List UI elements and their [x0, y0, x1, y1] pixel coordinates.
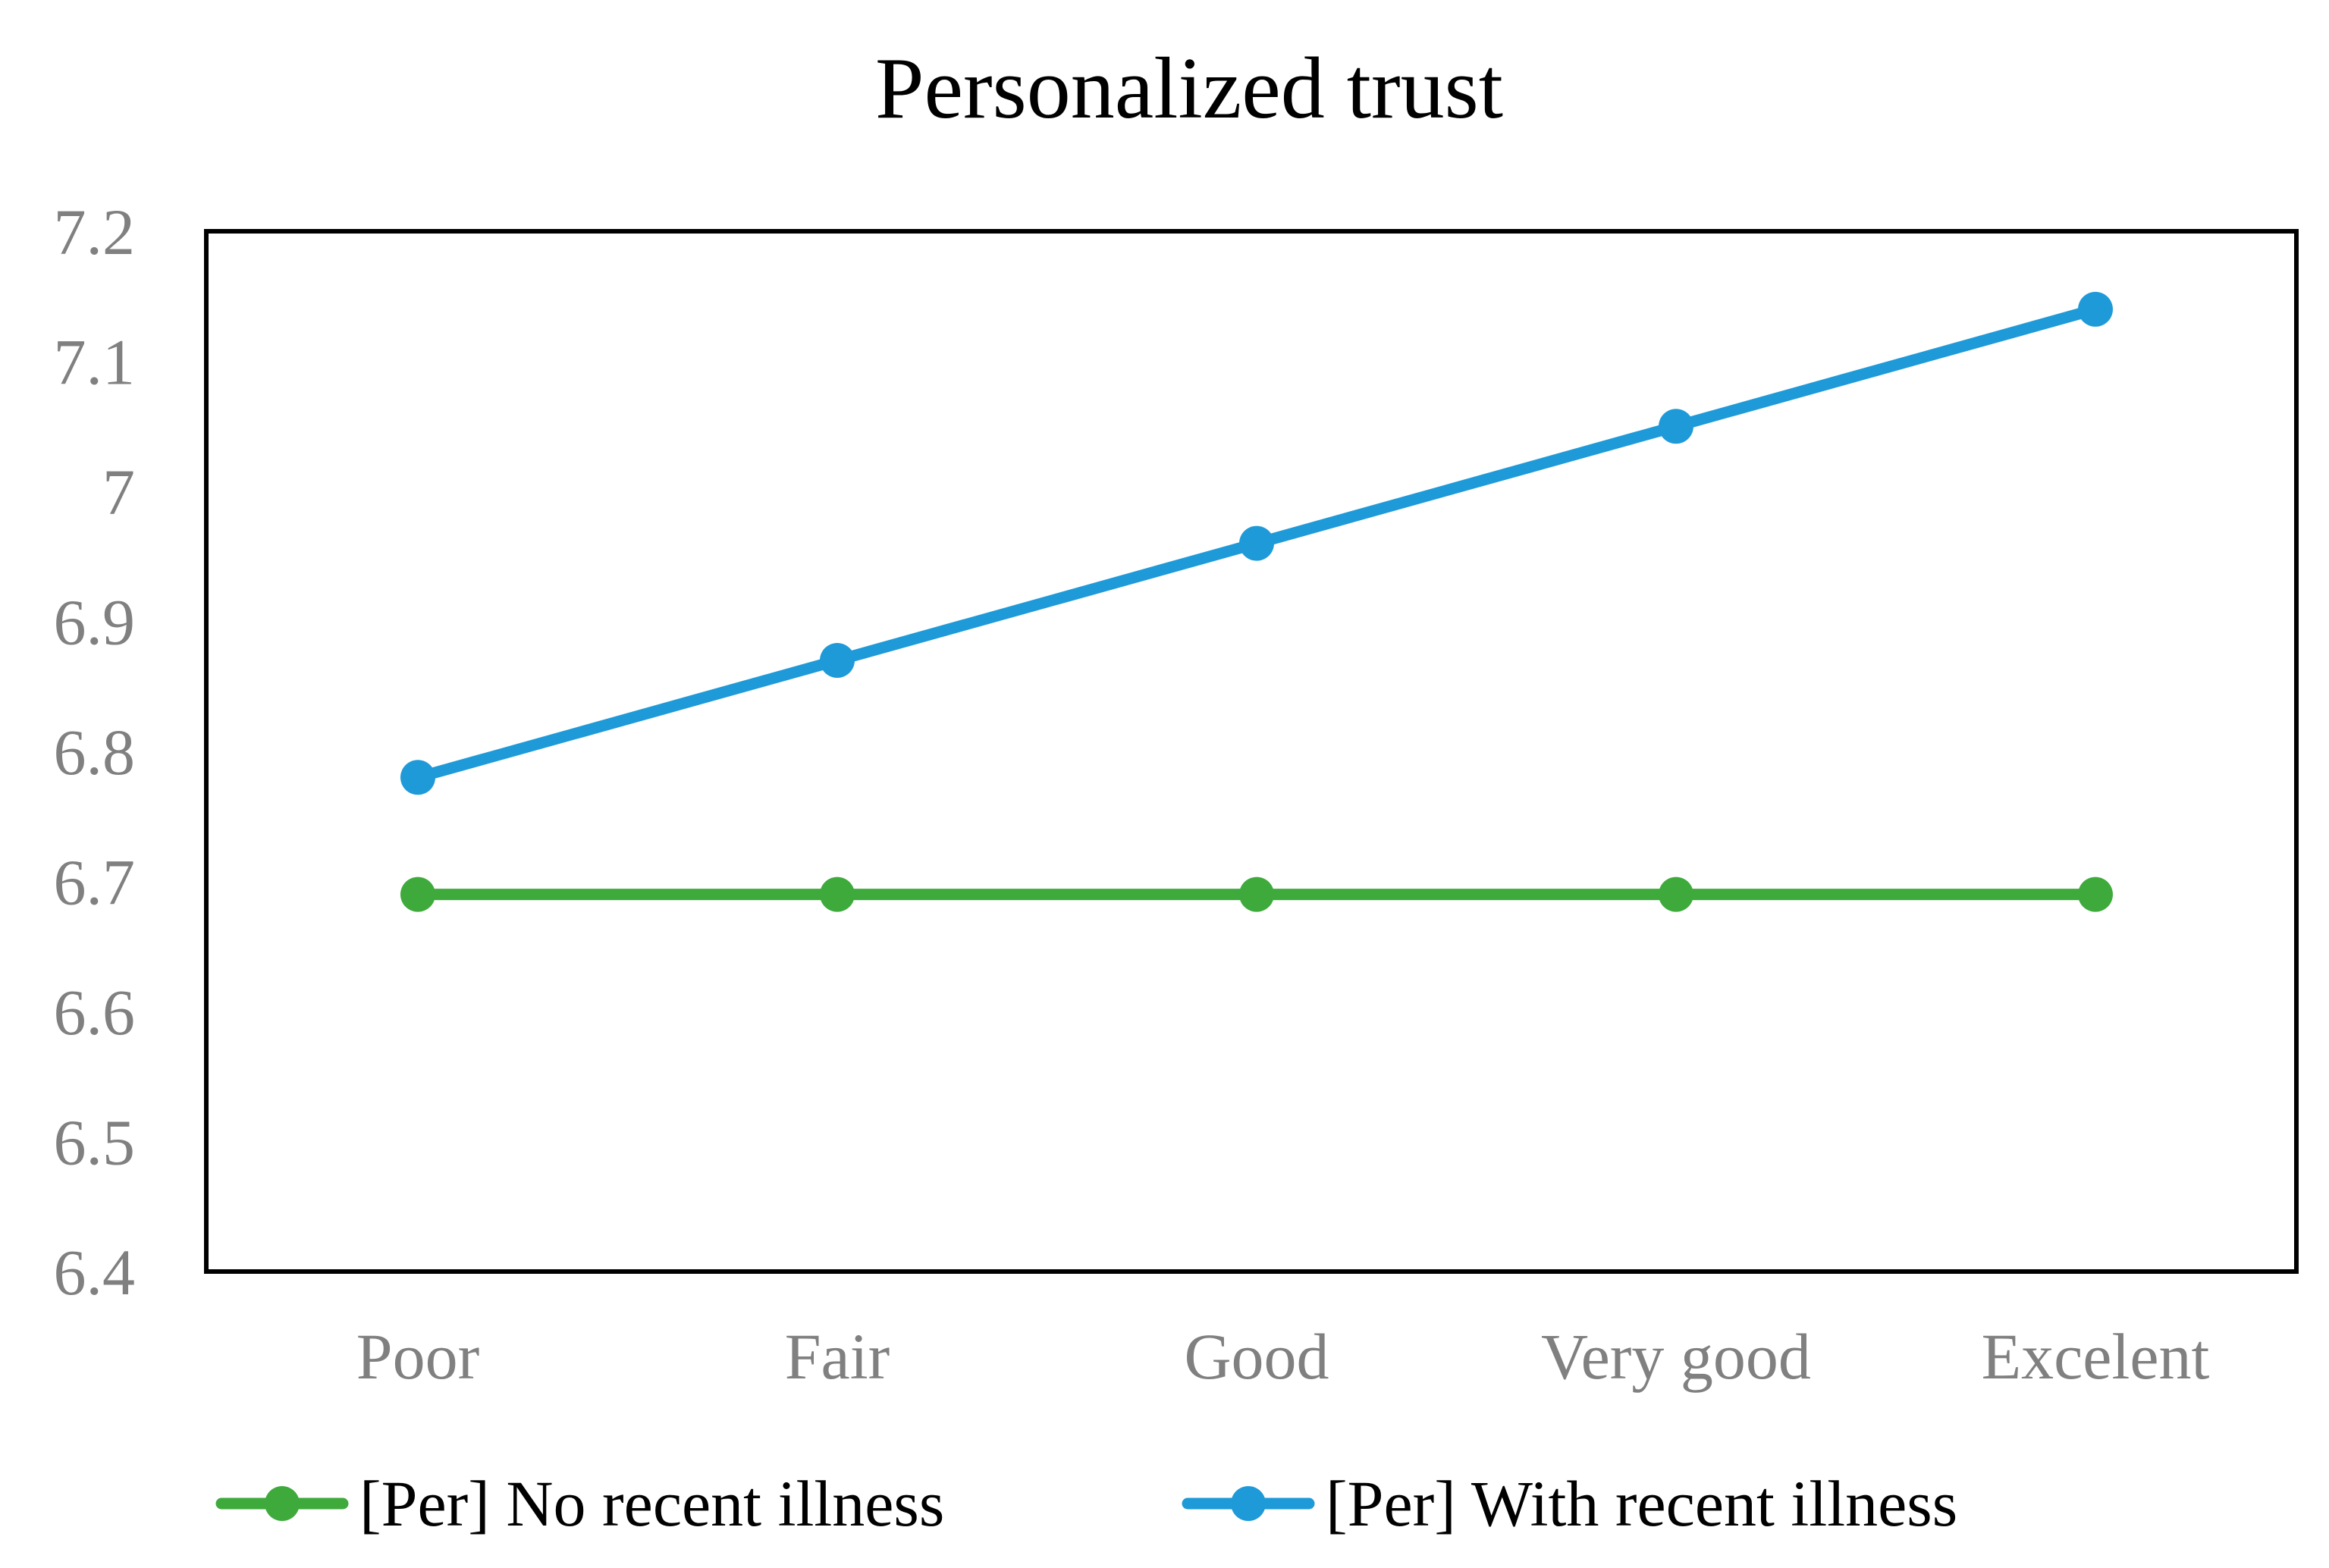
chart-title: Personalized trust — [875, 40, 1503, 137]
x-tick-label: Poor — [356, 1320, 479, 1393]
y-tick-label: 7.2 — [54, 196, 136, 268]
y-tick-label: 7 — [102, 456, 135, 528]
legend-label: [Per] No recent illness — [359, 1467, 944, 1540]
data-point — [400, 760, 435, 795]
data-point — [1659, 409, 1693, 444]
x-tick-label: Very good — [1541, 1320, 1811, 1393]
y-tick-label: 6.5 — [54, 1106, 136, 1179]
data-point — [1239, 525, 1274, 561]
y-tick-label: 6.6 — [54, 976, 136, 1049]
legend-marker — [1231, 1486, 1266, 1521]
y-tick-label: 6.8 — [54, 716, 136, 789]
y-tick-label: 6.7 — [54, 846, 136, 919]
series-group — [400, 291, 2113, 795]
data-point — [820, 877, 855, 912]
legend-marker — [265, 1486, 300, 1521]
legend-item: [Per] With recent illness — [1182, 1467, 1957, 1540]
y-tick-label: 6.9 — [54, 586, 136, 659]
data-point — [820, 642, 855, 678]
plot-area-frame — [204, 229, 2299, 1274]
data-point — [400, 877, 435, 912]
legend-item: [Per] No recent illness — [215, 1467, 944, 1540]
data-point — [1239, 877, 1274, 912]
x-axis-tick-labels: Poor Fair Good Very good Excelent — [356, 1320, 2210, 1393]
y-tick-label: 6.4 — [54, 1236, 136, 1309]
x-tick-label: Good — [1184, 1320, 1329, 1393]
y-axis-tick-labels: 6.4 6.5 6.6 6.7 6.8 6.9 7 7.1 7.2 — [54, 196, 136, 1309]
legend-label: [Per] With recent illness — [1326, 1467, 1957, 1540]
series-group — [400, 877, 2113, 912]
x-tick-label: Fair — [785, 1320, 890, 1393]
series-layer — [400, 291, 2113, 912]
y-tick-label: 7.1 — [54, 326, 136, 399]
data-point — [1659, 877, 1693, 912]
data-point — [2078, 877, 2113, 912]
data-point — [2078, 291, 2113, 327]
x-tick-label: Excelent — [1982, 1320, 2210, 1393]
legend: [Per] No recent illness [Per] With recent… — [215, 1467, 1957, 1540]
